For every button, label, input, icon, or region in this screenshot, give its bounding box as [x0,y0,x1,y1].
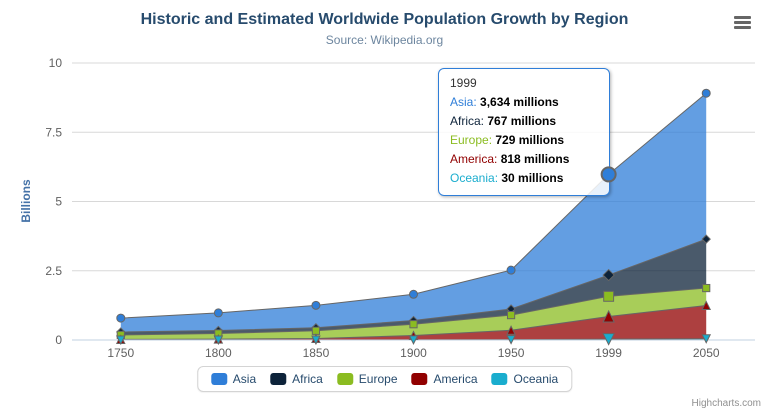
marker-america[interactable] [506,325,516,335]
marker-asia[interactable] [116,313,126,323]
tooltip: 1999 Asia: 3,634 millions Africa: 767 mil… [438,68,610,196]
tooltip-series-name: Africa: [450,114,485,128]
tooltip-series-name: Asia: [450,95,477,109]
legend-swatch-icon [270,373,287,385]
tooltip-row: Europe: 729 millions [450,131,598,150]
marker-europe[interactable] [311,326,321,335]
marker-america[interactable] [701,300,712,310]
marker-oceania[interactable] [311,335,321,346]
legend-item-america[interactable]: America [411,372,478,386]
tooltip-header: 1999 [450,76,477,90]
y-axis-tick-label: 5 [55,195,62,209]
legend-swatch-icon [411,373,428,385]
legend-label: Europe [358,372,398,386]
x-axis-tick-label: 1999 [595,346,622,360]
marker-oceania[interactable] [115,335,126,346]
legend-item-asia[interactable]: Asia [210,372,257,386]
marker-asia[interactable] [213,308,223,318]
hamburger-icon [734,15,751,19]
marker-asia[interactable] [506,265,516,275]
legend-label: Oceania [513,372,559,386]
marker-oceania[interactable] [408,335,419,345]
marker-africa[interactable] [701,234,711,244]
tooltip-series-value: 729 millions [495,133,565,147]
marker-america[interactable] [602,309,615,323]
legend-label: Africa [292,372,323,386]
tooltip-row: Asia: 3,634 millions [450,93,598,112]
x-axis-tick-label: 1750 [107,346,134,360]
x-axis-tick-label: 1850 [303,346,330,360]
tooltip-series-value: 767 millions [487,114,557,128]
legend-swatch-icon [336,373,353,385]
legend-label: Asia [232,372,257,386]
tooltip-series-value: 818 millions [500,152,570,166]
hamburger-icon [734,25,751,29]
x-axis-tick-label: 2050 [693,346,720,360]
chart-subtitle: Source: Wikipedia.org [325,33,444,47]
y-axis-tick-label: 10 [49,56,63,70]
area-america[interactable] [120,305,707,340]
marker-oceania[interactable] [506,335,516,345]
marker-europe[interactable] [409,320,418,329]
tooltip-row: Africa: 767 millions [450,112,598,131]
tooltip-series-value: 30 millions [501,171,564,185]
legend-item-europe[interactable]: Europe [336,372,398,386]
legend-item-africa[interactable]: Africa [270,372,323,386]
marker-africa[interactable] [602,268,615,282]
marker-europe[interactable] [702,283,711,293]
y-axis-tick-label: 0 [55,333,62,347]
x-axis-tick-label: 1950 [498,346,525,360]
marker-asia[interactable] [409,289,418,299]
marker-oceania[interactable] [701,334,712,344]
legend-label: America [433,372,478,386]
tooltip-series-name: Europe: [450,133,493,147]
legend-swatch-icon [491,373,508,385]
x-axis-tick-label: 1800 [205,346,232,360]
legend-swatch-icon [210,373,227,385]
legend: Asia Africa Europe America Oceania [196,366,573,392]
y-axis-tick-label: 2.5 [45,264,62,278]
tooltip-row: America: 818 millions [450,150,598,169]
marker-asia[interactable] [701,88,711,98]
marker-oceania[interactable] [213,335,224,346]
tooltip-series-value: 3,634 millions [480,95,559,109]
y-axis-tick-label: 7.5 [45,125,62,139]
marker-europe[interactable] [506,310,516,320]
export-menu-button[interactable] [731,12,755,32]
marker-europe[interactable] [603,290,615,302]
tooltip-row: Oceania: 30 millions [450,169,598,188]
tooltip-rows: Asia: 3,634 millions Africa: 767 millions… [450,93,598,188]
area-africa[interactable] [120,239,707,335]
chart-title: Historic and Estimated Worldwide Populat… [140,11,629,28]
tooltip-series-name: America: [450,152,498,166]
credits-link[interactable]: Highcharts.com [691,398,761,409]
marker-oceania[interactable] [602,333,615,346]
area-asia[interactable] [120,93,707,332]
x-axis-tick-label: 1900 [400,346,427,360]
marker-asia[interactable] [311,300,321,310]
legend-item-oceania[interactable]: Oceania [491,372,559,386]
hamburger-icon [734,20,751,24]
tooltip-series-name: Oceania: [450,171,499,185]
